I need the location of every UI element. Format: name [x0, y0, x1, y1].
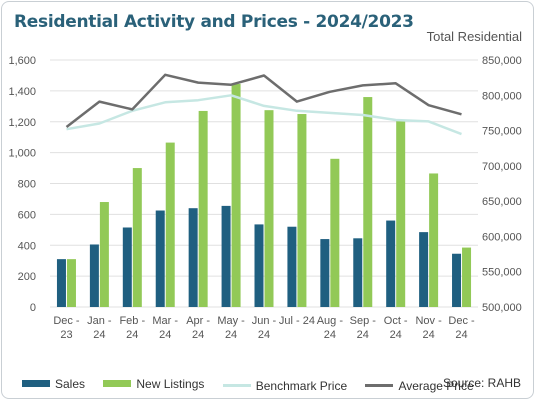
legend-swatch-new-listings — [103, 380, 132, 387]
new-listings-bar — [462, 247, 472, 307]
sales-bar — [287, 226, 297, 307]
new-listings-bar — [231, 83, 241, 307]
right-axis-tick-label: 700,000 — [482, 161, 522, 173]
new-listings-bar — [165, 142, 175, 307]
new-listings-bar — [198, 110, 208, 307]
sales-bar — [320, 239, 330, 307]
sales-bar — [386, 220, 396, 307]
new-listings-bar — [99, 202, 109, 307]
legend-swatch-average-price — [365, 384, 394, 387]
x-axis-tick-label: Dec -24 — [448, 315, 475, 341]
left-axis-tick-label: 1,400 — [8, 86, 36, 98]
right-axis-tick-label: 500,000 — [482, 302, 522, 314]
bars — [56, 83, 472, 308]
legend-item-new-listings: New Listings — [103, 377, 204, 391]
new-listings-bar — [264, 110, 274, 307]
x-axis-tick-label: Sep -24 — [350, 315, 377, 341]
legend-label-average-price: Average Price — [398, 378, 474, 393]
new-listings-bar — [330, 158, 340, 307]
new-listings-bar — [396, 120, 406, 308]
legend-item-sales: Sales — [22, 377, 85, 391]
average-price-line — [65, 73, 462, 128]
left-axis-ticks: 0 200 400 600 800 1,000 1,200 1,400 1,600 — [8, 55, 36, 314]
chart-title: Residential Activity and Prices - 2024/2… — [14, 12, 414, 32]
grid-lines — [50, 59, 478, 308]
new-listings-bar — [363, 97, 373, 307]
left-axis-tick-label: 0 — [30, 302, 36, 314]
left-axis-tick-label: 1,200 — [8, 117, 36, 129]
x-axis-tick-label: Nov -24 — [415, 315, 442, 341]
right-axis-title: Total Residential — [426, 29, 522, 44]
sales-bar — [56, 259, 66, 307]
source-note: Source: RAHB — [442, 376, 521, 390]
benchmark-price-line — [66, 94, 462, 136]
right-axis-tick-label: 800,000 — [482, 90, 522, 102]
new-listings-bar — [297, 114, 307, 307]
sales-bar — [89, 244, 99, 307]
x-axis-ticks: Dec -23 Jan -24 Feb -24 Mar -24 Apr -24 May -… — [53, 315, 475, 341]
left-axis-tick-label: 1,600 — [8, 55, 36, 67]
sales-bar — [155, 210, 165, 307]
right-axis-ticks: 500,000 550,000 600,000 650,000 700,000 750,0… — [482, 55, 522, 314]
legend-label-sales: Sales — [55, 376, 86, 391]
left-axis-tick-label: 200 — [18, 271, 36, 283]
sales-bar — [122, 227, 132, 307]
sales-bar — [188, 208, 198, 307]
legend-label-benchmark-price: Benchmark Price — [255, 378, 348, 393]
sales-bar — [353, 238, 363, 307]
x-axis-tick-label: Dec -23 — [53, 315, 80, 341]
new-listings-bar — [132, 168, 142, 307]
x-axis-tick-label: May -24 — [217, 315, 245, 341]
x-axis-tick-label: Feb -24 — [119, 315, 145, 341]
right-axis-tick-label: 650,000 — [482, 196, 522, 208]
x-axis-tick-label: Jan -24 — [87, 315, 112, 341]
left-axis-tick-label: 800 — [18, 179, 36, 191]
left-axis-tick-label: 400 — [18, 240, 36, 252]
x-axis-tick-label: Oct -24 — [384, 315, 408, 341]
new-listings-bar — [429, 173, 439, 307]
left-axis-tick-label: 600 — [18, 209, 36, 221]
sales-bar — [419, 232, 429, 307]
new-listings-bar — [66, 259, 76, 307]
x-axis-tick-label: Aug -24 — [317, 315, 344, 341]
legend-item-benchmark-price: Benchmark Price — [222, 378, 348, 393]
x-axis-tick-label: Jun -24 — [252, 315, 277, 341]
legend: Sales New Listings Benchmark Price Avera… — [22, 376, 489, 393]
legend-item-average-price: Average Price — [365, 378, 474, 393]
right-axis-tick-label: 850,000 — [482, 55, 522, 67]
left-axis-tick-label: 1,000 — [8, 148, 36, 160]
sales-bar — [254, 224, 264, 307]
legend-label-new-listings: New Listings — [136, 376, 205, 391]
legend-swatch-sales — [22, 380, 50, 387]
right-axis-tick-label: 750,000 — [482, 126, 522, 138]
legend-swatch-benchmark-price — [222, 384, 251, 387]
right-axis-tick-label: 550,000 — [482, 267, 522, 279]
sales-bar — [221, 205, 231, 307]
x-axis-tick-label: Apr -24 — [186, 315, 210, 341]
price-lines — [65, 73, 462, 136]
x-axis-tick-label: Mar -24 — [152, 315, 178, 341]
right-axis-tick-label: 600,000 — [482, 231, 522, 243]
sales-bar — [452, 253, 462, 307]
x-axis-tick-label: Jul - 24 — [279, 315, 315, 327]
